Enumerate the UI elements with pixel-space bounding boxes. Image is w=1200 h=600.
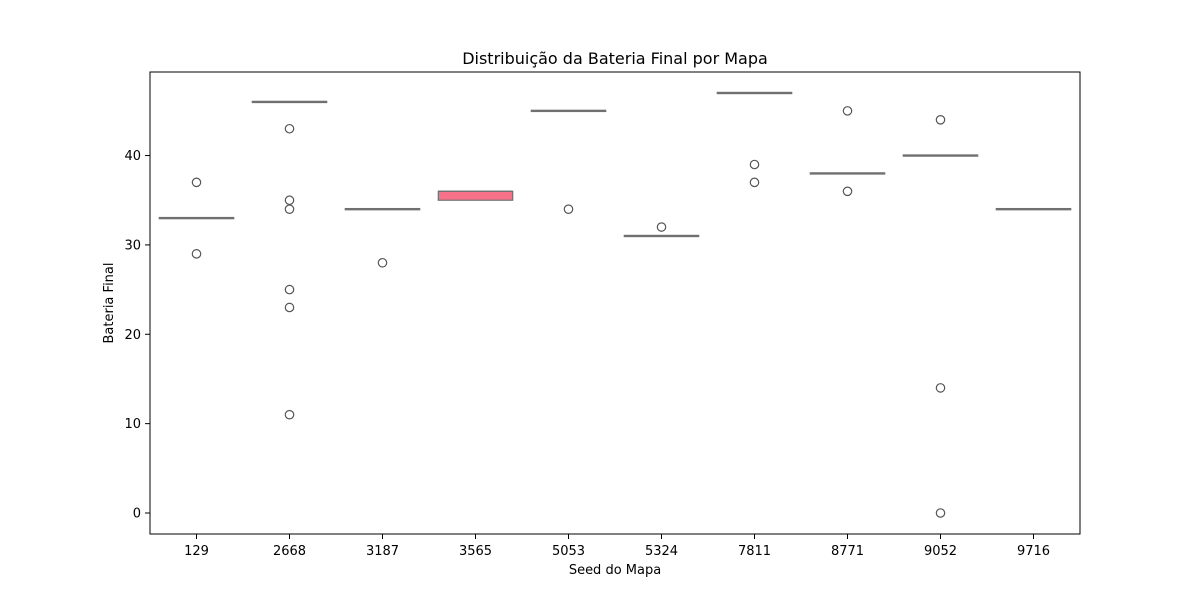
outlier-point	[191, 249, 202, 259]
plot-frame	[149, 71, 1081, 535]
outlier-point	[935, 508, 946, 518]
x-tick-label: 3187	[366, 544, 399, 559]
x-tick-label: 7811	[738, 544, 771, 559]
box-group-7811	[716, 91, 793, 188]
outlier-point	[284, 284, 295, 295]
outlier-point	[749, 177, 760, 188]
y-tick-label: 20	[124, 328, 141, 343]
box-group-9052	[902, 115, 979, 518]
outlier-point	[191, 177, 202, 188]
y-axis: 0 10 20 30 40	[124, 149, 150, 522]
y-axis-label: Bateria Final	[102, 263, 117, 344]
x-axis-label: Seed do Mapa	[569, 563, 661, 578]
box-group-2668	[251, 100, 328, 420]
outlier-point	[284, 204, 295, 214]
outlier-point	[935, 115, 946, 125]
outlier-point	[377, 257, 388, 268]
box	[437, 190, 514, 201]
x-tick-label: 2668	[273, 544, 306, 559]
outlier-point	[842, 186, 853, 197]
box-group-5324	[623, 222, 700, 238]
outlier-point	[935, 383, 946, 393]
plot-area	[158, 91, 1072, 518]
x-tick-label: 8771	[831, 544, 864, 559]
box-group-129	[158, 177, 235, 259]
y-tick-label: 40	[124, 149, 141, 164]
box-group-3187	[344, 207, 421, 268]
x-tick-label: 5053	[552, 544, 585, 559]
outlier-point	[284, 195, 295, 206]
box-group-3565	[437, 190, 514, 201]
outlier-point	[749, 159, 760, 170]
x-tick-label: 9052	[924, 544, 957, 559]
y-tick-label: 10	[124, 417, 141, 432]
outlier-point	[284, 409, 295, 420]
outlier-point	[563, 204, 574, 214]
box-group-9716	[995, 207, 1072, 211]
y-tick-label: 30	[124, 238, 141, 253]
chart-title: Distribuição da Bateria Final por Mapa	[462, 49, 768, 68]
outlier-point	[284, 123, 295, 134]
y-tick-label: 0	[133, 507, 141, 522]
x-tick-label: 9716	[1017, 544, 1050, 559]
outlier-point	[284, 302, 295, 313]
outlier-point	[656, 222, 667, 232]
x-tick-label: 3565	[459, 544, 492, 559]
x-axis: 129 2668 3187 3565 5053 5324 7811 8771 9052 9716	[184, 534, 1050, 559]
x-tick-label: 129	[184, 544, 209, 559]
box-group-8771	[809, 106, 886, 197]
outlier-point	[842, 106, 853, 116]
box-group-5053	[530, 109, 607, 214]
x-tick-label: 5324	[645, 544, 678, 559]
